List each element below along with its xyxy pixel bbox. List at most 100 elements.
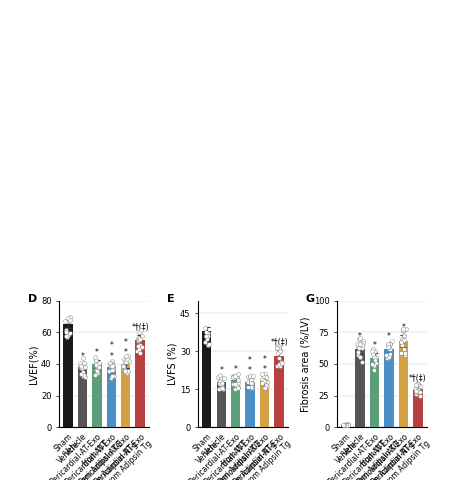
Text: *: *	[95, 348, 99, 358]
Point	[107, 374, 115, 382]
Point	[273, 362, 281, 370]
Point	[235, 370, 242, 378]
Point	[136, 345, 143, 353]
Point	[275, 344, 283, 352]
Point	[368, 360, 375, 368]
Text: *: *	[373, 341, 376, 350]
Point	[134, 347, 141, 355]
Point	[205, 340, 213, 348]
Point	[91, 371, 99, 379]
Point	[204, 333, 211, 340]
Point	[134, 337, 142, 345]
Point	[234, 376, 242, 384]
Point	[81, 360, 88, 368]
Point	[136, 349, 144, 357]
Point	[244, 383, 252, 390]
Bar	[92, 364, 101, 427]
Point	[371, 361, 378, 369]
Point	[106, 362, 114, 370]
Point	[109, 372, 116, 380]
Point	[344, 421, 351, 429]
Point	[216, 379, 223, 387]
Point	[62, 317, 69, 324]
Point	[273, 344, 281, 352]
Point	[202, 333, 210, 340]
Point	[204, 329, 211, 337]
Bar	[107, 367, 116, 427]
Point	[201, 324, 209, 332]
Point	[355, 351, 362, 359]
Point	[412, 387, 419, 395]
Point	[77, 364, 85, 372]
Point	[276, 362, 284, 370]
Text: *: *	[387, 332, 391, 341]
Point	[92, 356, 100, 363]
Text: *
*: * *	[109, 341, 113, 360]
Point	[219, 379, 226, 387]
Point	[399, 326, 407, 334]
Bar	[384, 349, 394, 427]
Point	[248, 379, 255, 387]
Bar	[202, 331, 211, 427]
Bar	[63, 324, 73, 427]
Point	[412, 388, 419, 396]
Point	[91, 353, 99, 360]
Point	[342, 420, 349, 428]
Point	[355, 348, 362, 356]
Point	[234, 384, 241, 391]
Point	[385, 345, 393, 353]
Point	[93, 364, 101, 372]
Point	[276, 347, 284, 354]
Point	[345, 421, 352, 429]
Point	[400, 336, 407, 343]
Point	[342, 421, 350, 429]
Point	[79, 372, 87, 380]
Point	[64, 314, 72, 322]
Point	[401, 349, 409, 357]
Text: *†(‡): *†(‡)	[131, 323, 149, 332]
Point	[400, 332, 408, 340]
Point	[80, 369, 87, 376]
Point	[77, 362, 84, 370]
Point	[340, 421, 347, 429]
Point	[121, 366, 128, 373]
Point	[358, 342, 366, 349]
Point	[372, 353, 380, 361]
Point	[372, 359, 380, 366]
Point	[231, 372, 239, 380]
Point	[385, 343, 392, 350]
Bar	[246, 382, 255, 427]
Point	[64, 332, 72, 339]
Point	[121, 368, 128, 376]
Text: *: *	[358, 332, 362, 341]
Point	[415, 382, 422, 389]
Text: G: G	[306, 294, 315, 304]
Point	[204, 331, 211, 338]
Point	[276, 343, 283, 350]
Point	[66, 317, 74, 324]
Point	[359, 339, 366, 347]
Point	[343, 421, 350, 429]
Bar	[413, 389, 423, 427]
Point	[122, 367, 129, 375]
Text: *
*: * *	[248, 356, 252, 375]
Point	[276, 347, 283, 355]
Point	[134, 343, 141, 350]
Bar	[217, 382, 226, 427]
Point	[215, 374, 223, 382]
Text: *: *	[81, 352, 84, 360]
Point	[93, 369, 101, 377]
Point	[216, 380, 224, 387]
Point	[138, 343, 146, 350]
Point	[414, 381, 421, 388]
Point	[66, 329, 73, 337]
Point	[122, 358, 129, 365]
Point	[120, 356, 128, 363]
Point	[79, 354, 86, 362]
Point	[109, 366, 116, 374]
Point	[62, 332, 70, 339]
Point	[355, 335, 362, 343]
Point	[219, 385, 227, 393]
Point	[385, 353, 392, 361]
Point	[95, 360, 103, 367]
